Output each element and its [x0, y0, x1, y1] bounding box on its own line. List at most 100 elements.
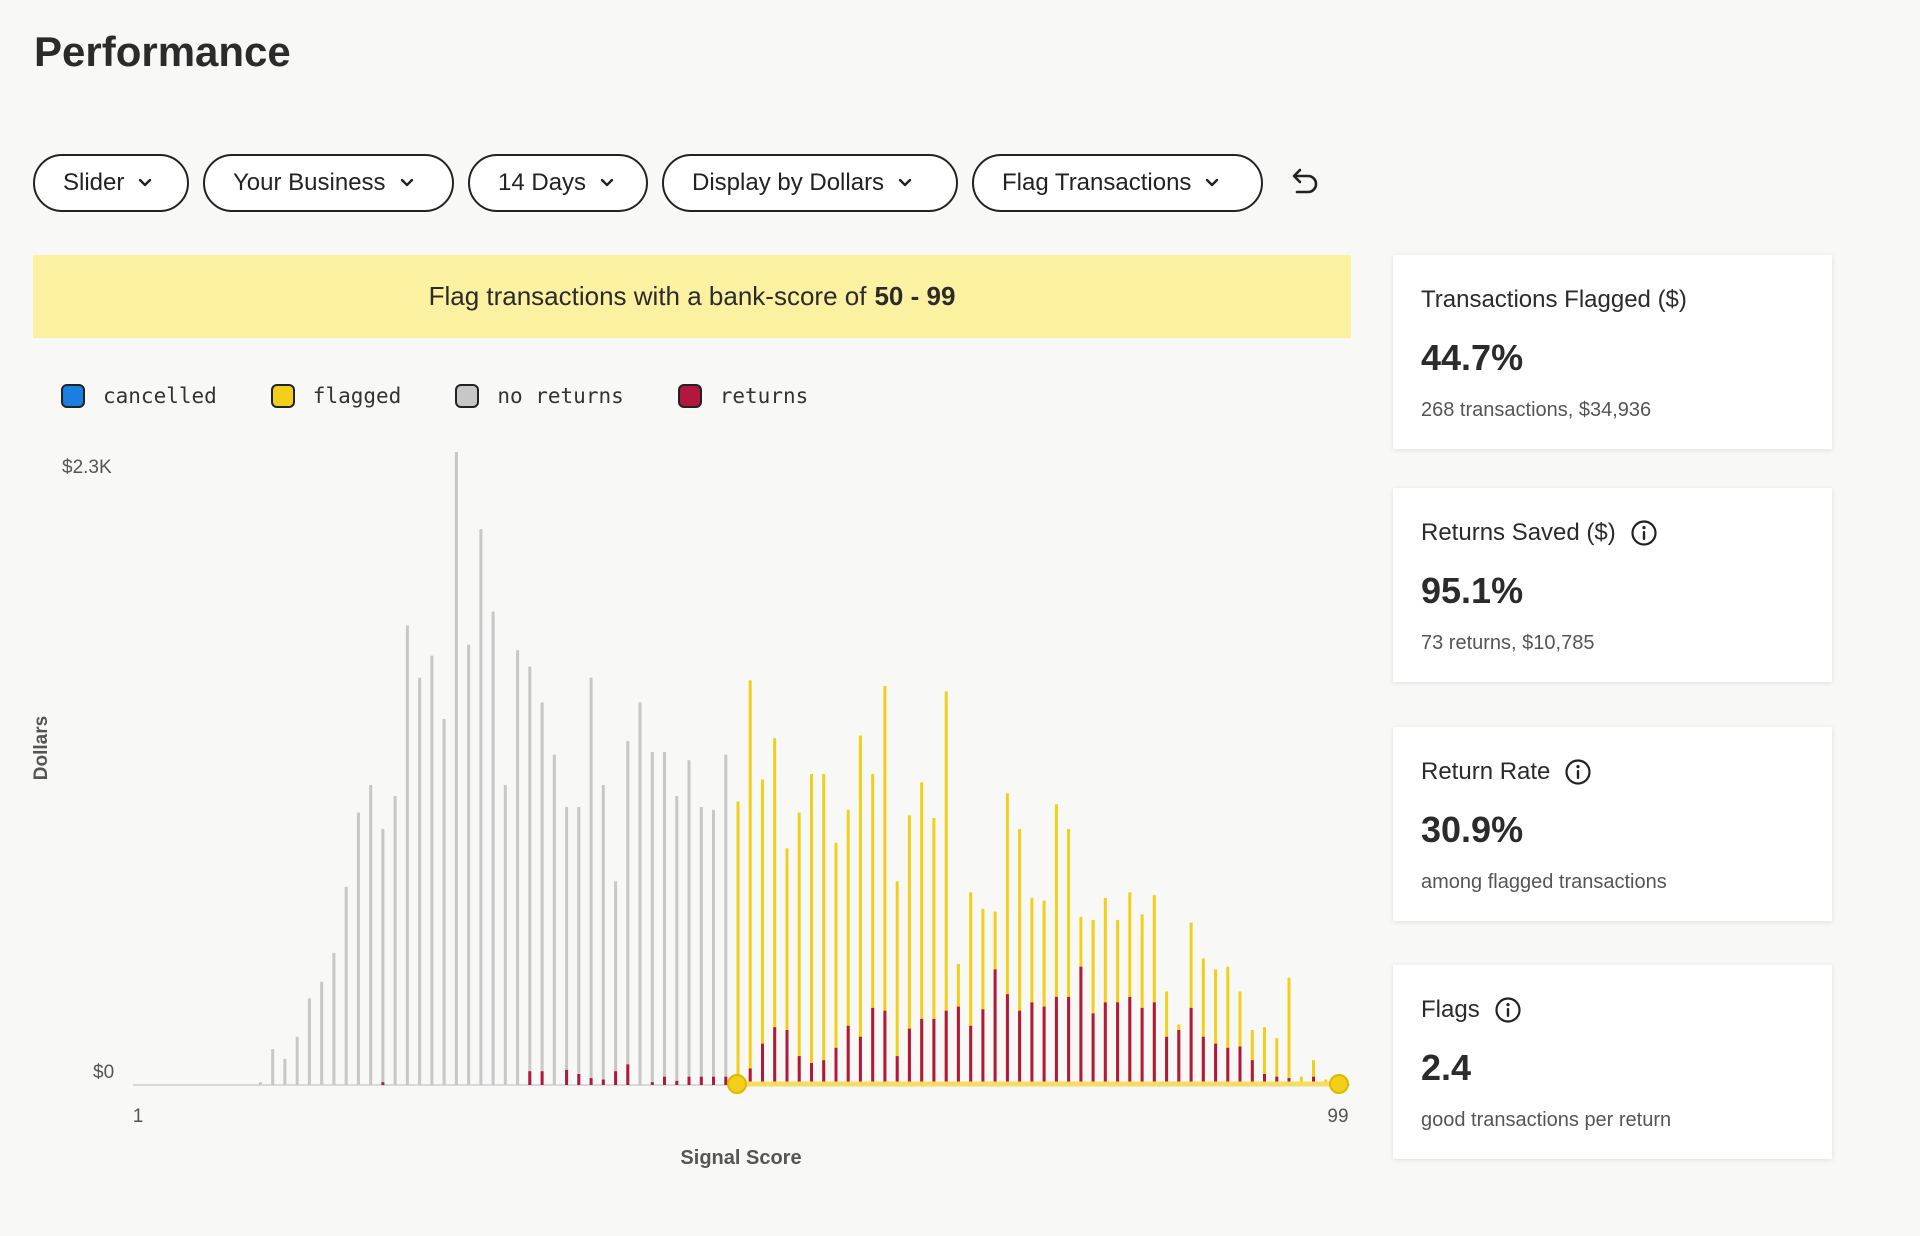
legend-label: no returns — [497, 384, 624, 408]
bar-flagged — [1067, 829, 1071, 1085]
bar-flagged — [822, 774, 826, 1085]
card-title: Transactions Flagged ($) — [1421, 285, 1804, 315]
bar-no-returns — [552, 754, 556, 1085]
bar-returns — [932, 1018, 936, 1085]
bar-flagged — [1275, 1038, 1279, 1085]
bar-flagged — [834, 842, 838, 1085]
bar-returns — [381, 1082, 385, 1085]
bar-returns — [650, 1082, 654, 1085]
bar-flagged — [1201, 958, 1205, 1085]
chevron-down-icon — [1206, 178, 1219, 187]
bar-returns — [846, 1025, 850, 1085]
bar-returns — [626, 1064, 630, 1085]
slider-dropdown[interactable]: Slider — [33, 154, 189, 212]
bar-flagged — [1140, 914, 1144, 1085]
bar-returns — [883, 1010, 887, 1085]
range-handle-start[interactable] — [727, 1074, 747, 1094]
bar-flagged — [773, 738, 777, 1085]
bar-flagged — [969, 892, 973, 1085]
bar-returns — [1091, 1013, 1095, 1085]
bar-returns — [1018, 1010, 1022, 1085]
card-subtitle: 268 transactions, $34,936 — [1421, 399, 1652, 421]
chevron-down-icon — [139, 178, 152, 187]
legend-swatch — [455, 384, 480, 408]
bar-returns — [1263, 1074, 1266, 1085]
bar-flagged — [920, 782, 924, 1085]
bar-returns — [577, 1074, 581, 1085]
bar-returns — [810, 1063, 813, 1085]
bar-returns — [871, 1007, 875, 1085]
bar-flagged — [761, 779, 764, 1085]
bar-flagged — [810, 774, 813, 1085]
bar-returns — [1214, 1043, 1218, 1085]
action-dropdown-label: Flag Transactions — [1002, 169, 1192, 196]
legend-swatch — [677, 384, 702, 408]
legend-swatch — [270, 384, 295, 408]
chevron-down-icon — [600, 178, 614, 187]
date-range-dropdown[interactable]: 14 Days — [468, 154, 648, 212]
y-tick-label-max: $2.3K — [62, 457, 112, 478]
flag-range-banner: Flag transactions with a bank-score of 5… — [33, 255, 1351, 338]
bar-flagged — [1238, 991, 1242, 1085]
bar-no-returns — [712, 809, 715, 1085]
bar-flagged — [1091, 919, 1095, 1085]
bar-returns — [1201, 1036, 1205, 1085]
bar-flagged — [1226, 966, 1230, 1085]
undo-icon[interactable] — [1285, 165, 1321, 201]
bar-flagged — [907, 815, 911, 1085]
bar-no-returns — [344, 886, 348, 1085]
bar-returns — [663, 1076, 666, 1085]
card-title: Returns Saved ($) — [1421, 518, 1804, 548]
card-title-text: Transactions Flagged ($) — [1421, 286, 1687, 313]
bar-returns — [993, 969, 997, 1085]
bar-flagged — [895, 881, 899, 1085]
bar-no-returns — [467, 644, 471, 1085]
bar-no-returns — [491, 611, 495, 1085]
bar-flagged — [944, 691, 948, 1085]
bar-no-returns — [271, 1049, 275, 1085]
action-dropdown[interactable]: Flag Transactions — [972, 154, 1263, 212]
bar-returns — [1079, 966, 1083, 1085]
y-tick-label-min: $0 — [93, 1062, 114, 1083]
bar-no-returns — [320, 981, 324, 1085]
bar-no-returns — [687, 760, 691, 1085]
range-handle-end[interactable] — [1329, 1074, 1349, 1094]
bar-returns — [1312, 1076, 1315, 1085]
card-title-text: Flags — [1421, 996, 1480, 1023]
bar-flagged — [1287, 977, 1291, 1085]
info-icon[interactable] — [1564, 758, 1592, 786]
bar-no-returns — [454, 452, 458, 1085]
legend-swatch — [61, 384, 85, 408]
bar-no-returns — [381, 829, 385, 1085]
card-value: 30.9% — [1421, 809, 1524, 850]
chevron-down-icon — [898, 178, 912, 187]
bar-returns — [675, 1080, 679, 1085]
bar-returns — [712, 1076, 715, 1085]
bar-returns — [944, 1010, 948, 1085]
info-icon[interactable] — [1494, 996, 1522, 1024]
bar-returns — [858, 1036, 862, 1085]
bar-no-returns — [614, 881, 618, 1085]
bar-no-returns — [626, 741, 630, 1085]
bar-no-returns — [369, 785, 373, 1085]
bar-returns — [981, 1009, 985, 1085]
chevron-down-icon — [400, 178, 413, 187]
business-dropdown[interactable]: Your Business — [203, 154, 454, 212]
bar-returns — [589, 1078, 593, 1085]
bar-no-returns — [430, 655, 434, 1085]
bar-flagged — [858, 735, 862, 1085]
bar-no-returns — [258, 1082, 262, 1085]
bar-no-returns — [307, 998, 311, 1085]
bar-returns — [920, 1018, 924, 1085]
legend-label: returns — [719, 384, 809, 408]
bar-no-returns — [589, 677, 593, 1085]
bar-flagged — [736, 801, 740, 1085]
bar-flagged — [1263, 1027, 1266, 1085]
banner-text: Flag transactions with a bank-score of — [428, 281, 867, 311]
info-icon[interactable] — [1630, 519, 1658, 547]
bar-returns — [761, 1043, 764, 1085]
display-mode-dropdown[interactable]: Display by Dollars — [662, 154, 958, 212]
bar-returns — [614, 1071, 618, 1085]
bar-no-returns — [479, 529, 483, 1085]
bar-no-returns — [724, 754, 728, 1085]
